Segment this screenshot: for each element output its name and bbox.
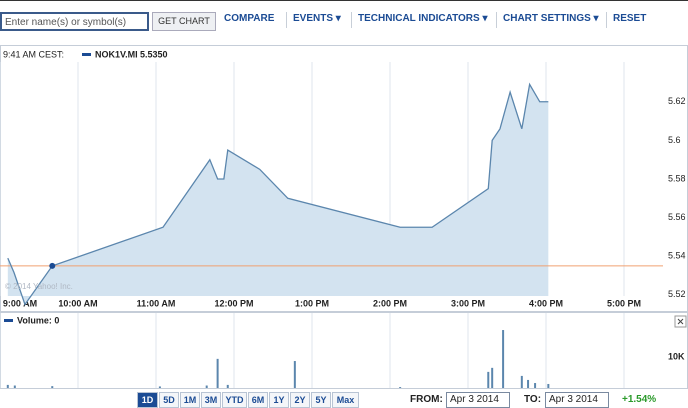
x-tick-label: 2:00 PM — [373, 298, 407, 308]
range-button[interactable]: 2Y — [290, 392, 310, 408]
x-tick-label: 12:00 PM — [214, 298, 253, 308]
range-button[interactable]: 1Y — [269, 392, 289, 408]
volume-bar — [491, 367, 494, 388]
y-tick-label: 5.58 — [668, 173, 686, 183]
range-button[interactable]: 1D — [137, 392, 158, 408]
y-tick-label: 5.56 — [668, 212, 686, 222]
volume-bar — [205, 385, 208, 388]
volume-panel — [0, 312, 688, 389]
volume-bar — [13, 385, 16, 388]
volume-bar — [527, 379, 530, 388]
from-input[interactable]: Apr 3 2014 — [446, 392, 510, 408]
legend-swatch — [82, 53, 91, 56]
x-tick-label: 11:00 AM — [137, 298, 176, 308]
volume-bar — [293, 361, 296, 388]
volume-bar — [487, 371, 490, 388]
watermark: © 2014 Yahoo! Inc. — [5, 282, 73, 291]
range-button[interactable]: 1M — [180, 392, 200, 408]
range-button[interactable]: 5D — [159, 392, 179, 408]
volume-bar — [502, 330, 505, 388]
change: +1.54% — [622, 394, 657, 405]
toolbar-link[interactable]: RESET — [613, 13, 647, 24]
legend-name: NOK1V.MI — [95, 49, 138, 59]
price-line — [7, 82, 549, 306]
x-tick-label: 10:00 AM — [58, 298, 97, 308]
volume-bar — [158, 386, 161, 388]
y-tick-label: 5.6 — [668, 135, 681, 145]
to-input[interactable]: Apr 3 2014 — [545, 392, 609, 408]
range-button[interactable]: 6M — [248, 392, 268, 408]
x-tick-label: 5:00 PM — [607, 298, 641, 308]
volume-swatch — [4, 319, 13, 322]
close-button[interactable] — [674, 315, 687, 328]
close-icon — [677, 318, 684, 325]
get-chart-button[interactable]: GET CHART — [152, 12, 216, 31]
range-button[interactable]: 5Y — [311, 392, 331, 408]
toolbar-link[interactable]: COMPARE — [224, 13, 275, 24]
volume-bar — [226, 384, 229, 388]
x-tick-label: 9:00 AM — [3, 298, 37, 308]
search-input[interactable]: Enter name(s) or symbol(s) — [0, 12, 149, 31]
range-button[interactable]: 3M — [201, 392, 221, 408]
x-tick-label: 4:00 PM — [529, 298, 563, 308]
top-border — [0, 0, 688, 1]
y-tick-label: 5.52 — [668, 289, 686, 299]
volume-bar — [534, 383, 537, 388]
range-button[interactable]: Max — [332, 392, 359, 408]
highlight-dot — [49, 262, 56, 269]
y-tick-label: 5.62 — [668, 96, 686, 106]
volume-bar — [547, 383, 550, 388]
volume-bar — [6, 384, 9, 388]
x-tick-label: 1:00 PM — [295, 298, 329, 308]
price-panel — [0, 45, 688, 312]
volume-title: Volume: 0 — [17, 315, 59, 325]
volume-bar — [520, 375, 523, 388]
toolbar-link[interactable]: TECHNICAL INDICATORS ▾ — [358, 13, 488, 24]
separator — [606, 12, 607, 28]
x-tick-label: 3:00 PM — [451, 298, 485, 308]
volume-bar — [399, 387, 402, 388]
separator — [351, 12, 352, 28]
toolbar-link[interactable]: CHART SETTINGS ▾ — [503, 13, 599, 24]
area-fill — [7, 84, 549, 305]
separator — [286, 12, 287, 28]
volume-bar — [216, 358, 219, 388]
time-label: 9:41 AM CEST: — [3, 49, 64, 59]
legend-value: 5.5350 — [140, 49, 168, 59]
y-tick-label: 5.54 — [668, 251, 686, 261]
from-label: FROM: — [410, 394, 443, 405]
y-tick-label: 10K — [668, 351, 685, 361]
toolbar-link[interactable]: EVENTS ▾ — [293, 13, 341, 24]
range-button[interactable]: YTD — [222, 392, 247, 408]
volume-bar — [51, 386, 54, 388]
to-label: TO: — [524, 394, 542, 405]
separator — [496, 12, 497, 28]
